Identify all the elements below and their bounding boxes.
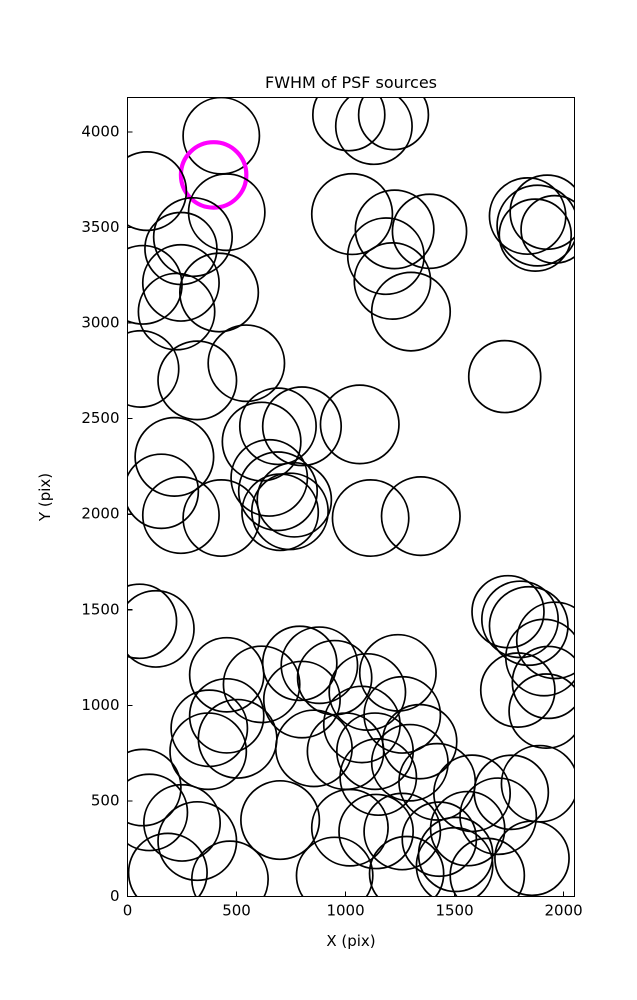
psf-source-circle — [222, 645, 301, 724]
psf-source-circle — [141, 243, 220, 322]
psf-source-circle — [188, 677, 265, 754]
psf-source-circle — [134, 416, 215, 497]
x-tick-label: 0 — [123, 902, 133, 920]
y-tick-label: 0 — [110, 887, 120, 905]
psf-source-circle — [127, 773, 189, 852]
x-tick-label: 1000 — [326, 902, 364, 920]
psf-source-circle — [508, 673, 575, 749]
psf-source-circle — [498, 198, 573, 272]
x-axis-ticks: 0 500 1000 1500 2000 — [123, 891, 583, 920]
psf-source-circle — [207, 324, 286, 403]
y-axis-ticks: 0 500 1000 1500 2000 2500 3000 3500 4000 — [81, 122, 133, 905]
psf-source-circle — [479, 652, 556, 728]
psf-source-circle — [370, 271, 452, 352]
y-tick-label: 3500 — [81, 218, 119, 236]
psf-source-circle — [319, 384, 400, 465]
psf-source-circle — [142, 783, 222, 862]
psf-source-circle — [339, 738, 418, 817]
y-tick-label: 4000 — [81, 122, 119, 140]
psf-source-circle — [391, 193, 468, 270]
psf-source-circle — [363, 792, 442, 871]
x-tick-label: 2000 — [545, 902, 583, 920]
x-tick-label: 1500 — [435, 902, 473, 920]
psf-source-circle — [261, 386, 343, 467]
psf-source-circle — [471, 574, 545, 649]
psf-source-circle — [338, 793, 414, 870]
psf-source-circle — [141, 476, 220, 555]
psf-source-circle — [127, 589, 195, 668]
psf-source-circle — [509, 174, 575, 251]
psf-source-circle — [494, 820, 570, 897]
psf-source-circle — [310, 788, 389, 867]
x-tick-label: 500 — [222, 902, 251, 920]
plot-area-background — [127, 97, 575, 897]
psf-source-circle — [511, 645, 575, 720]
psf-source-circle — [157, 340, 238, 421]
y-tick-label: 1000 — [81, 696, 119, 714]
psf-source-circle — [429, 790, 506, 867]
y-tick-label: 1500 — [81, 600, 119, 618]
psf-source-circle — [261, 625, 338, 702]
psf-source-circle — [310, 172, 394, 256]
psf-source-circle — [417, 816, 494, 893]
psf-source-circle — [280, 626, 359, 705]
y-axis-label: Y (pix) — [36, 473, 54, 522]
psf-source-circle — [178, 252, 260, 333]
psf-source-circle — [357, 97, 430, 151]
psf-source-circle — [381, 703, 458, 780]
psf-source-circle — [237, 451, 319, 532]
y-tick-label: 500 — [91, 791, 120, 809]
psf-source-circle — [334, 97, 413, 166]
y-tick-label: 3000 — [81, 314, 119, 332]
psf-source-circle — [459, 777, 538, 856]
psf-source-circle — [331, 479, 410, 558]
psf-source-circle — [520, 194, 575, 265]
psf-source-circle — [380, 476, 461, 557]
psf-source-circle — [368, 835, 445, 897]
psf-source-circle — [354, 189, 435, 270]
psf-source-circle — [250, 472, 329, 551]
psf-source-circle-highlighted — [178, 140, 249, 210]
psf-source-circles — [127, 97, 575, 897]
y-tick-label: 2000 — [81, 505, 119, 523]
psf-source-circle — [488, 585, 569, 667]
psf-source-circle — [190, 840, 269, 897]
psf-source-circle — [137, 272, 216, 351]
psf-source-circle — [144, 211, 218, 286]
psf-source-circle — [182, 479, 261, 558]
psf-source-circle — [295, 836, 374, 897]
psf-source-circle — [127, 832, 208, 897]
plot-title: FWHM of PSF sources — [265, 73, 437, 92]
psf-source-circle — [256, 461, 333, 538]
psf-source-circle — [346, 217, 425, 296]
psf-source-circle — [187, 173, 266, 252]
psf-source-circle — [515, 601, 575, 680]
psf-source-circle — [127, 151, 188, 232]
psf-source-circle — [127, 748, 182, 827]
x-axis-label: X (pix) — [326, 932, 375, 950]
psf-source-circle — [127, 583, 178, 660]
psf-source-circle — [415, 826, 494, 897]
y-tick-label: 2500 — [81, 409, 119, 427]
psf-source-circle — [127, 453, 200, 530]
psf-source-circle — [169, 712, 248, 791]
psf-source-circle — [467, 339, 542, 414]
psf-source-circle — [262, 660, 341, 739]
axes-frame — [126, 96, 576, 898]
psf-source-circle — [449, 837, 526, 897]
psf-source-circle — [353, 241, 432, 321]
psf-source-circle — [238, 387, 317, 466]
psf-source-circle — [127, 329, 180, 408]
psf-source-circle — [312, 97, 386, 152]
psf-source-circle — [240, 779, 321, 861]
psf-source-circle — [496, 184, 575, 267]
